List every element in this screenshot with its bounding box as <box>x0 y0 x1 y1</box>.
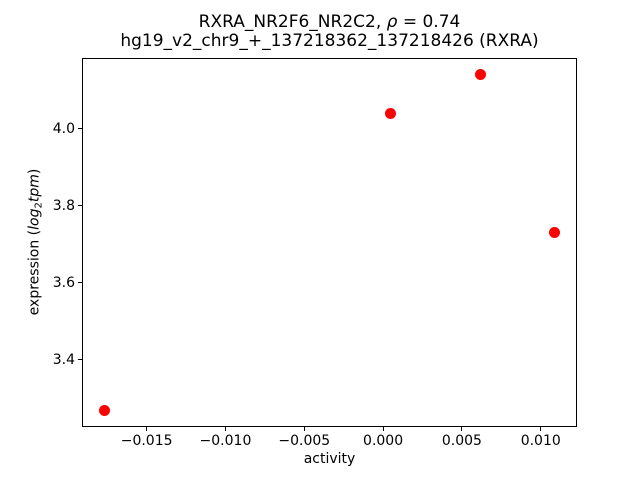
chart-title-line1-suffix: = 0.74 <box>397 12 461 32</box>
y-axis-label-prefix: expression ( <box>26 229 43 316</box>
x-tick-label: −0.015 <box>120 433 173 449</box>
x-tick-label: −0.005 <box>278 433 331 449</box>
x-tick-label: 0.005 <box>441 433 482 449</box>
x-axis-label: activity <box>303 451 356 467</box>
y-tick-label: 3.4 <box>52 351 75 368</box>
y-axis-label-log: log <box>26 208 43 230</box>
x-tick-mark <box>461 427 463 431</box>
x-tick-label: −0.010 <box>199 433 252 449</box>
x-tick-label: 0.010 <box>520 433 561 449</box>
y-axis-label-tpm: tpm <box>26 174 43 203</box>
chart-title-line2: hg19_v2_chr9_+_137218362_137218426 (RXRA… <box>120 31 539 51</box>
chart-title-line1: RXRA_NR2F6_NR2C2, ρ = 0.74 <box>82 13 577 32</box>
plot-area <box>82 58 577 427</box>
chart-title-line1-prefix: RXRA_NR2F6_NR2C2, <box>198 12 387 32</box>
y-tick-label: 4.0 <box>52 120 75 137</box>
x-tick-mark <box>382 427 384 431</box>
x-tick-mark <box>540 427 542 431</box>
x-tick-mark <box>146 427 148 431</box>
x-tick-mark <box>303 427 305 431</box>
y-axis-label-suffix: ) <box>26 168 43 175</box>
x-tick-mark <box>224 427 226 431</box>
chart-title: RXRA_NR2F6_NR2C2, ρ = 0.74 hg19_v2_chr9_… <box>82 13 577 51</box>
x-tick-label: 0.000 <box>363 433 404 449</box>
y-axis-label-sub2: 2 <box>33 202 45 209</box>
chart-title-rho: ρ <box>386 12 398 32</box>
y-axis-label: expression (log2tpm) <box>26 168 47 316</box>
